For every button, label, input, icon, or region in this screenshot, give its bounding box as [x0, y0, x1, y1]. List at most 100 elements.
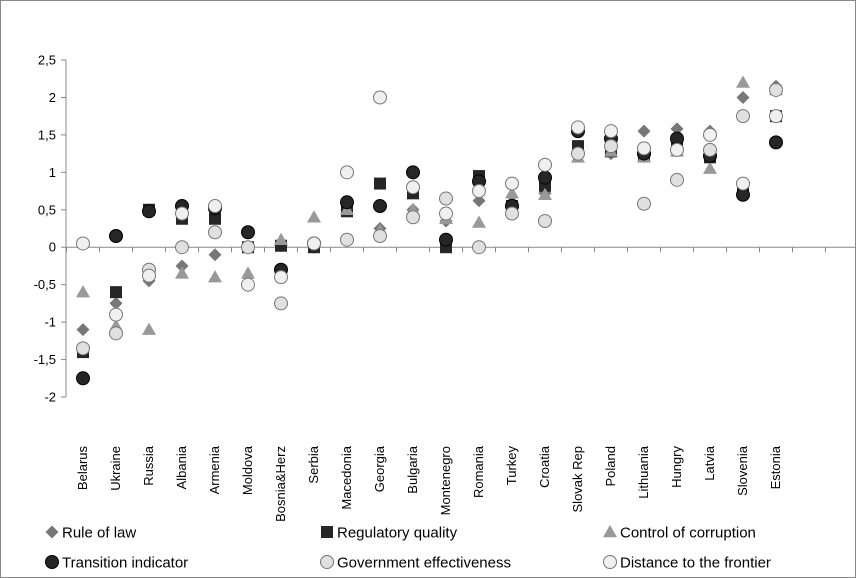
- point-distance-to-the-frontier: [505, 176, 519, 191]
- legend-label-rule-of-law: Rule of law: [62, 525, 136, 542]
- point-government-effectiveness: [769, 82, 783, 97]
- legend-marker-government-effectiveness: [320, 555, 334, 569]
- point-rule-of-law: [208, 248, 222, 262]
- point-distance-to-the-frontier: [307, 236, 321, 251]
- x-tick-label: Belarus: [75, 446, 90, 491]
- y-tick-label: 0,5: [38, 202, 56, 217]
- legend-label-distance-to-the-frontier: Distance to the frontier: [620, 555, 771, 572]
- point-rule-of-law: [76, 323, 90, 337]
- point-government-effectiveness: [241, 240, 255, 255]
- y-tick-label: 2: [49, 90, 56, 105]
- y-tick-label: -0,5: [34, 277, 56, 292]
- point-government-effectiveness: [637, 196, 651, 211]
- y-tick-label: 0: [49, 240, 56, 255]
- point-government-effectiveness: [340, 232, 354, 247]
- legend-marker-transition-indicator: [45, 555, 59, 569]
- point-government-effectiveness: [175, 240, 189, 255]
- axes: -2 -1,5 -1 -0,5 0 0,5 1 1,5 2 2,5 Belarus Ukraine Ru…: [34, 53, 855, 522]
- legend-marker-control-of-corruption: [603, 525, 617, 538]
- x-tick-label: Hungry: [669, 446, 684, 488]
- point-distance-to-the-frontier: [76, 236, 90, 251]
- point-distance-to-the-frontier: [340, 165, 354, 180]
- point-transition-indicator: [241, 225, 255, 240]
- point-government-effectiveness: [208, 225, 222, 240]
- x-tick-label: Slovak Rep: [570, 446, 585, 512]
- point-government-effectiveness: [736, 109, 750, 124]
- point-government-effectiveness: [571, 146, 585, 161]
- x-tick-label: Ukraine: [108, 446, 123, 491]
- x-tick-label: Latvia: [702, 445, 717, 480]
- point-distance-to-the-frontier: [142, 268, 156, 283]
- x-tick-label: Georgia: [372, 445, 387, 492]
- point-distance-to-the-frontier: [637, 141, 651, 156]
- point-transition-indicator: [406, 165, 420, 180]
- point-control-of-corruption: [208, 270, 222, 283]
- x-tick-label: Bosnia&Herz: [273, 446, 288, 522]
- point-distance-to-the-frontier: [208, 199, 222, 214]
- point-transition-indicator: [142, 204, 156, 219]
- point-distance-to-the-frontier: [703, 127, 717, 142]
- x-tick-label: Poland: [603, 446, 618, 486]
- y-tick-label: 1: [49, 165, 56, 180]
- point-regulatory-quality: [374, 177, 386, 190]
- point-transition-indicator: [373, 199, 387, 214]
- point-government-effectiveness: [439, 191, 453, 206]
- point-government-effectiveness: [109, 326, 123, 341]
- point-distance-to-the-frontier: [538, 157, 552, 172]
- point-control-of-corruption: [736, 75, 750, 88]
- x-tick-label: Romania: [471, 445, 486, 498]
- point-distance-to-the-frontier: [373, 90, 387, 105]
- point-transition-indicator: [538, 170, 552, 185]
- point-government-effectiveness: [538, 214, 552, 229]
- x-tick-label: Russia: [141, 445, 156, 486]
- point-control-of-corruption: [538, 187, 552, 201]
- point-regulatory-quality: [110, 286, 122, 299]
- point-distance-to-the-frontier: [571, 120, 585, 135]
- x-tick-label: Moldova: [240, 445, 255, 495]
- point-distance-to-the-frontier: [769, 109, 783, 124]
- point-government-effectiveness: [274, 296, 288, 311]
- point-rule-of-law: [736, 90, 750, 104]
- data-points: [76, 75, 783, 386]
- y-tick-label: -1,5: [34, 352, 56, 367]
- x-tick-label: Serbia: [306, 445, 321, 483]
- x-tick-label: Turkey: [504, 446, 519, 486]
- point-distance-to-the-frontier: [604, 124, 618, 139]
- point-transition-indicator: [439, 232, 453, 247]
- y-tick-label: -2: [44, 390, 56, 405]
- point-distance-to-the-frontier: [109, 307, 123, 322]
- x-tick-label: Albania: [174, 445, 189, 489]
- point-government-effectiveness: [670, 172, 684, 187]
- point-control-of-corruption: [703, 161, 717, 174]
- point-government-effectiveness: [604, 139, 618, 154]
- point-control-of-corruption: [175, 266, 189, 279]
- legend-marker-regulatory-quality: [321, 526, 333, 538]
- legend-marker-distance-to-the-frontier: [603, 555, 617, 569]
- y-tick-label: -1: [44, 315, 56, 330]
- x-tick-label: Croatia: [537, 445, 552, 488]
- point-distance-to-the-frontier: [670, 142, 684, 157]
- point-control-of-corruption: [142, 322, 156, 335]
- point-transition-indicator: [340, 195, 354, 210]
- point-government-effectiveness: [76, 341, 90, 356]
- point-control-of-corruption: [307, 210, 321, 223]
- x-tick-label: Armenia: [207, 445, 222, 494]
- point-control-of-corruption: [505, 186, 519, 199]
- point-control-of-corruption: [241, 266, 255, 279]
- point-distance-to-the-frontier: [439, 206, 453, 221]
- point-rule-of-law: [175, 259, 189, 273]
- x-tick-label: Macedonia: [339, 445, 354, 509]
- x-tick-label: Montenegro: [438, 446, 453, 515]
- point-transition-indicator: [76, 371, 90, 386]
- point-distance-to-the-frontier: [274, 270, 288, 285]
- x-tick-label: Bulgaria: [405, 445, 420, 493]
- point-distance-to-the-frontier: [406, 180, 420, 195]
- legend-marker-rule-of-law: [45, 525, 59, 539]
- point-rule-of-law: [637, 124, 651, 138]
- point-rule-of-law: [472, 194, 486, 208]
- x-tick-label: Estonia: [768, 445, 783, 489]
- legend-label-transition-indicator: Transition indicator: [62, 555, 188, 572]
